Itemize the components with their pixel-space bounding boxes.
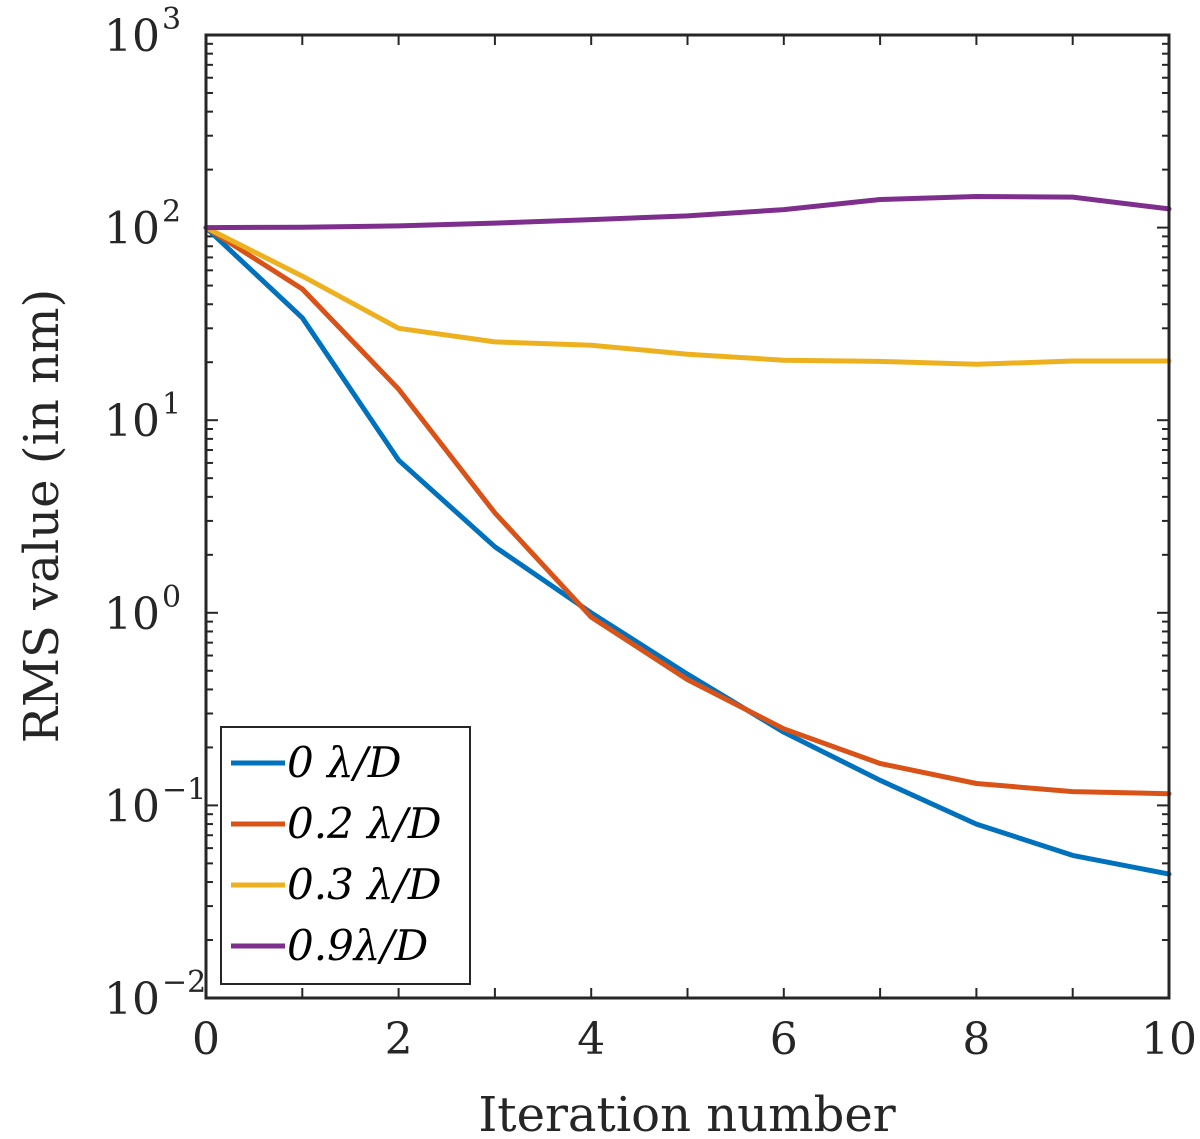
series-line-3 bbox=[203, 225, 1172, 367]
y-tick-label: 10 bbox=[104, 396, 160, 447]
y-tick-exponent: −1 bbox=[162, 772, 206, 807]
legend-box bbox=[220, 726, 471, 985]
series-line-4 bbox=[203, 194, 1172, 231]
y-axis-title: RMS value (in nm) bbox=[14, 289, 70, 744]
x-tick-label: 4 bbox=[577, 1014, 605, 1065]
legend: 0 λ/D 0.2 λ/D 0.3 λ/D 0.9λ/D bbox=[220, 726, 471, 985]
legend-label: 0 λ/D bbox=[287, 738, 402, 787]
y-tick-label: 10 bbox=[104, 11, 160, 62]
y-tick-exponent: 2 bbox=[162, 195, 181, 230]
series-line-1 bbox=[203, 225, 1172, 877]
y-tick-exponent: −2 bbox=[162, 965, 206, 1000]
legend-label: 0.9λ/D bbox=[287, 921, 428, 970]
x-tick-label: 0 bbox=[192, 1014, 220, 1065]
y-tick-label: 10 bbox=[104, 974, 160, 1025]
legend-label: 0.2 λ/D bbox=[287, 799, 442, 848]
y-tick-exponent: 1 bbox=[162, 387, 181, 422]
plot-frame bbox=[204, 33, 1171, 1000]
x-tick-label: 6 bbox=[770, 1014, 798, 1065]
x-tick-label: 8 bbox=[962, 1014, 990, 1065]
x-tick-label: 10 bbox=[1141, 1014, 1197, 1065]
y-tick-exponent: 0 bbox=[162, 580, 181, 615]
series-lines bbox=[203, 194, 1172, 877]
y-tick-label: 10 bbox=[104, 204, 160, 255]
legend-label: 0.3 λ/D bbox=[287, 860, 442, 909]
y-tick-label: 10 bbox=[104, 781, 160, 832]
series-line-2 bbox=[203, 225, 1172, 797]
y-tick-label: 10 bbox=[104, 589, 160, 640]
y-tick-exponent: 3 bbox=[162, 2, 181, 37]
x-tick-labels: 0 2 4 6 8 10 bbox=[192, 1014, 1197, 1065]
x-tick-label: 2 bbox=[385, 1014, 413, 1065]
x-axis-title: Iteration number bbox=[478, 1087, 895, 1139]
